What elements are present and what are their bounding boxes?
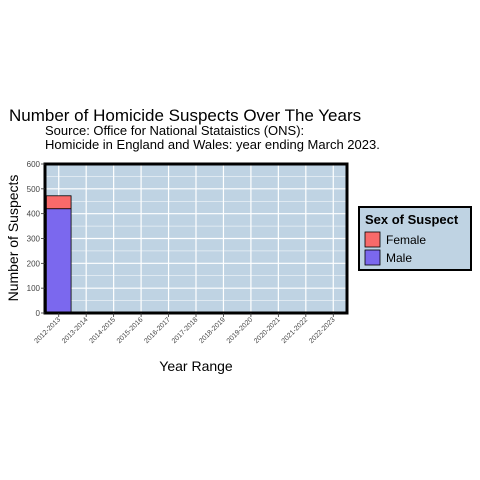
y-tick-label: 100 bbox=[27, 284, 41, 293]
bar-male-2012-2013 bbox=[45, 208, 72, 314]
x-axis-ticks: 2012-20132013-20142014-20152015-20162016… bbox=[34, 313, 337, 345]
legend-swatch-female bbox=[364, 231, 381, 248]
x-tick-label: 2016-2017 bbox=[143, 316, 172, 345]
x-tick-label: 2021-2022 bbox=[281, 316, 310, 345]
y-tick-label: 0 bbox=[36, 309, 41, 318]
chart-title: Number of Homicide Suspects Over The Yea… bbox=[9, 106, 361, 125]
chart-subtitle-line-2: Homicide in England and Wales: year endi… bbox=[45, 137, 380, 152]
x-tick-label: 2022-2023 bbox=[308, 316, 337, 345]
y-tick-label: 200 bbox=[27, 259, 41, 268]
y-tick-label: 500 bbox=[27, 185, 41, 194]
bars bbox=[45, 195, 72, 314]
x-tick-label: 2020-2021 bbox=[253, 316, 282, 345]
legend: Sex of Suspect Female Male bbox=[358, 206, 472, 271]
x-tick-label: 2014-2015 bbox=[88, 316, 117, 345]
legend-entries: Female Male bbox=[364, 231, 426, 266]
x-tick-label: 2017-2018 bbox=[171, 316, 200, 345]
x-tick-label: 2018-2019 bbox=[198, 316, 227, 345]
x-tick-label: 2012-2013 bbox=[34, 316, 63, 345]
y-tick-label: 600 bbox=[27, 160, 41, 169]
x-tick-label: 2019-2020 bbox=[226, 316, 255, 345]
chart-subtitle-line-1: Source: Office for National Stataistics … bbox=[45, 123, 304, 138]
legend-label-male: Male bbox=[386, 251, 412, 265]
y-tick-label: 400 bbox=[27, 210, 41, 219]
legend-title: Sex of Suspect bbox=[365, 212, 459, 227]
legend-swatch-male bbox=[364, 249, 381, 266]
legend-label-female: Female bbox=[386, 233, 426, 247]
bar-female-2012-2013 bbox=[45, 195, 72, 210]
y-axis-ticks: 0 100 200 300 400 500 600 bbox=[27, 160, 45, 318]
x-axis-title: Year Range bbox=[159, 358, 233, 374]
y-tick-label: 300 bbox=[27, 235, 41, 244]
y-axis-title: Number of Suspects bbox=[5, 175, 21, 302]
x-tick-label: 2013-2014 bbox=[61, 316, 90, 345]
x-tick-label: 2015-2016 bbox=[116, 316, 145, 345]
